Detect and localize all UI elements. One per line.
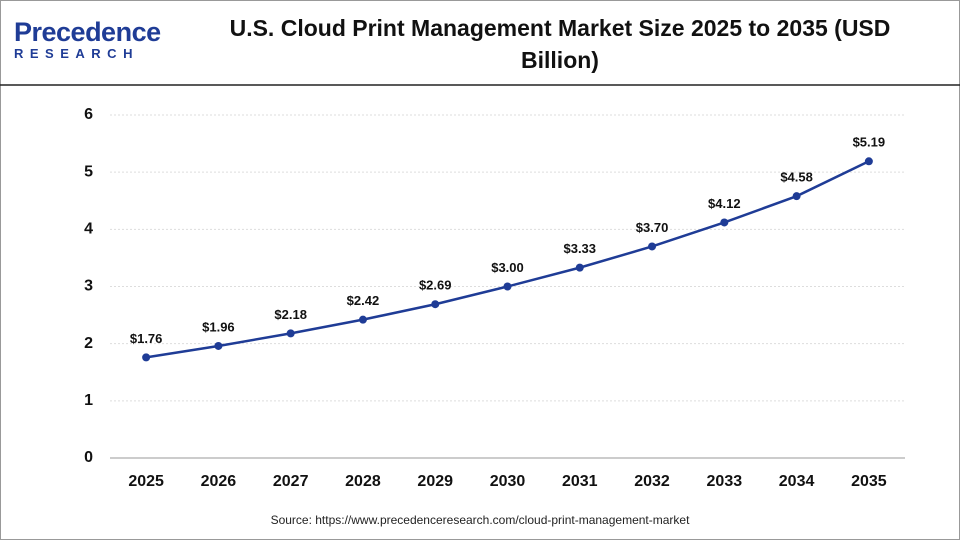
logo-tagline: RESEARCH [14, 46, 139, 61]
data-label: $1.96 [202, 319, 235, 334]
data-label: $2.18 [274, 307, 307, 322]
data-label: $2.69 [419, 278, 452, 293]
y-tick-label: 6 [84, 106, 93, 123]
point [792, 192, 801, 201]
x-tick-label: 2033 [707, 473, 743, 490]
y-tick-label: 2 [84, 335, 93, 352]
data-label: $3.00 [491, 260, 524, 275]
point [575, 263, 584, 272]
logo: Precedence RESEARCH [14, 18, 161, 61]
point [864, 157, 873, 166]
chart-title: U.S. Cloud Print Management Market Size … [229, 15, 891, 73]
logo-name: Precedence [14, 17, 161, 47]
data-label: $3.70 [636, 220, 669, 235]
y-tick-label: 0 [84, 449, 93, 466]
source: Source: https://www.precedenceresearch.c… [271, 513, 691, 527]
y-tick-label: 5 [84, 163, 93, 180]
point [286, 329, 295, 338]
point [358, 315, 367, 324]
x-tick-label: 2031 [562, 473, 598, 490]
y-tick-label: 4 [84, 221, 93, 238]
point [142, 353, 151, 362]
data-label: $4.58 [780, 170, 813, 185]
point [214, 341, 223, 350]
x-tick-label: 2032 [634, 473, 670, 490]
point [720, 218, 729, 227]
x-tick-label: 2028 [345, 473, 381, 490]
point [503, 282, 512, 291]
x-tick-label: 2035 [851, 473, 887, 490]
x-tick-label: 2026 [201, 473, 237, 490]
x-tick-label: 2029 [417, 473, 453, 490]
data-label: $2.42 [347, 293, 380, 308]
point [431, 300, 440, 309]
point [648, 242, 657, 251]
x-tick-label: 2034 [779, 473, 815, 490]
data-label: $3.33 [563, 241, 596, 256]
data-label: $4.12 [708, 196, 741, 211]
x-tick-label: 2027 [273, 473, 309, 490]
x-tick-label: 2025 [128, 473, 164, 490]
data-label: $1.76 [130, 331, 163, 346]
x-tick-label: 2030 [490, 473, 526, 490]
data-label: $5.19 [853, 135, 886, 150]
y-tick-label: 3 [84, 278, 93, 295]
y-tick-label: 1 [84, 392, 93, 409]
